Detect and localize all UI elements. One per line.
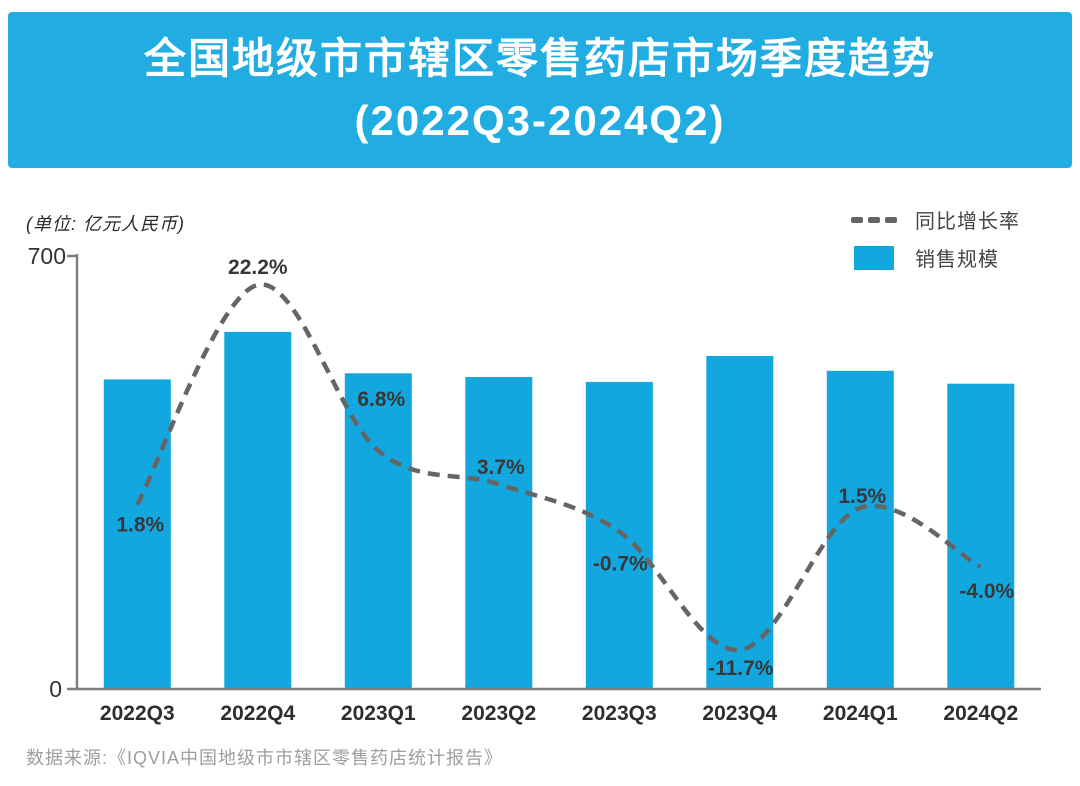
bar-2023Q4 <box>706 356 774 688</box>
legend-item-growth: 同比增长率 <box>851 205 1020 234</box>
x-tick-2022Q4: 2022Q4 <box>220 702 295 725</box>
growth-label-2024Q2: -4.0% <box>959 580 1014 603</box>
x-tick-2024Q2: 2024Q2 <box>943 702 1018 725</box>
legend-item-sales: 销售规模 <box>851 243 1020 272</box>
growth-label-2023Q3: -0.7% <box>593 553 648 576</box>
growth-label-2022Q3: 1.8% <box>116 514 164 537</box>
x-tick-2024Q1: 2024Q1 <box>823 702 898 725</box>
bar-2023Q2 <box>465 377 533 688</box>
x-tick-2022Q3: 2022Q3 <box>100 702 175 725</box>
bar-swatch-icon <box>854 245 894 270</box>
unit-label: (单位: 亿元人民币) <box>26 214 185 234</box>
chart-title-line1: 全国地级市市辖区零售药店市场季度趋势 <box>143 35 936 82</box>
bar-2022Q3 <box>103 379 171 688</box>
bar-2022Q4 <box>224 331 292 688</box>
growth-label-2023Q2: 3.7% <box>477 456 525 479</box>
legend-label-growth: 同比增长率 <box>915 211 1020 233</box>
y-tick-700: 700 <box>28 243 66 269</box>
growth-label-2022Q4: 22.2% <box>228 256 288 279</box>
legend: 同比增长率 销售规模 <box>851 205 1020 272</box>
growth-label-2023Q1: 6.8% <box>357 388 405 411</box>
x-tick-2023Q4: 2023Q4 <box>702 702 777 725</box>
y-tick-0: 0 <box>49 676 62 702</box>
bar-2024Q1 <box>826 370 894 688</box>
source-text: 数据来源:《IQVIA中国地级市市辖区零售药店统计报告》 <box>26 748 504 768</box>
growth-label-2023Q4: -11.7% <box>708 657 774 680</box>
legend-label-sales: 销售规模 <box>915 249 999 271</box>
chart-title-line2: (2022Q3-2024Q2) <box>354 97 726 144</box>
growth-label-2024Q1: 1.5% <box>838 485 886 508</box>
dashed-line-swatch-icon <box>851 216 897 223</box>
bar-2023Q3 <box>585 381 653 688</box>
x-tick-2023Q3: 2023Q3 <box>582 702 657 725</box>
x-tick-2023Q2: 2023Q2 <box>461 702 536 725</box>
x-tick-2023Q1: 2023Q1 <box>341 702 416 725</box>
bar-2024Q2 <box>947 383 1015 688</box>
title-banner: 全国地级市市辖区零售药店市场季度趋势 (2022Q3-2024Q2) <box>8 12 1072 168</box>
